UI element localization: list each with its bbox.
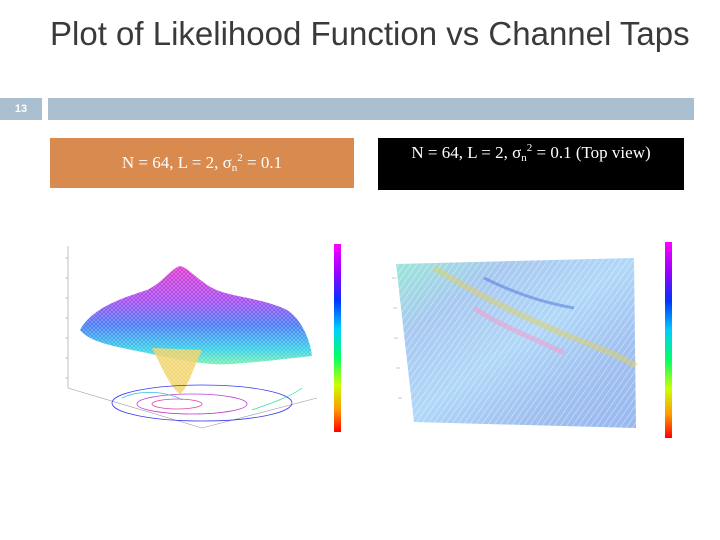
caption-right-sub: n bbox=[521, 152, 527, 164]
header-rule bbox=[48, 98, 694, 120]
caption-left-sub: n bbox=[231, 162, 238, 174]
caption-left-suffix: = 0.1 bbox=[242, 153, 283, 172]
slide-number-box: 13 bbox=[0, 98, 42, 120]
caption-right-sup: 2 bbox=[526, 142, 533, 154]
caption-right-prefix: N = 64, L = 2, σ bbox=[411, 143, 522, 162]
slide-title: Plot of Likelihood Function vs Channel T… bbox=[50, 15, 690, 52]
caption-left-sup: 2 bbox=[237, 152, 243, 164]
likelihood-top-view-image bbox=[374, 238, 684, 444]
slide-number: 13 bbox=[14, 103, 28, 115]
caption-right-suffix: = 0.1 (Top view) bbox=[532, 143, 651, 162]
caption-left-prefix: N = 64, L = 2, σ bbox=[121, 153, 232, 172]
caption-left: N = 64, L = 2, σn2 = 0.1 bbox=[50, 138, 354, 188]
caption-right: N = 64, L = 2, σn2 = 0.1 (Top view) bbox=[378, 138, 684, 190]
likelihood-surface-3d-image bbox=[52, 238, 354, 456]
